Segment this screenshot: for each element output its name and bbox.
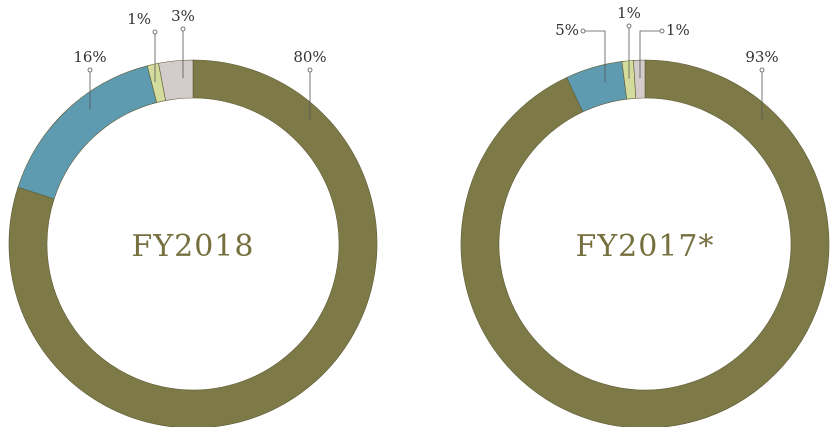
- value-label: 1%: [617, 4, 641, 22]
- leader-dot: [759, 67, 765, 73]
- chart-title: FY2017*: [576, 229, 715, 264]
- leader-line: [639, 30, 662, 79]
- leader-line: [583, 30, 606, 83]
- value-label: 93%: [745, 48, 778, 66]
- leader-dot: [152, 29, 158, 35]
- donut-slice: [460, 59, 830, 427]
- donut-slice: [158, 59, 194, 101]
- value-label: 5%: [555, 21, 579, 39]
- value-label: 16%: [73, 48, 106, 66]
- donut-slice: [8, 59, 378, 427]
- leader-dot: [87, 67, 93, 73]
- donut-slice: [17, 65, 158, 200]
- chart-title: FY2018: [132, 229, 255, 264]
- value-label: 1%: [127, 10, 151, 28]
- leader-dot: [580, 28, 586, 34]
- leader-dot: [659, 28, 665, 34]
- leader-dot: [180, 26, 186, 32]
- value-label: 80%: [293, 48, 326, 66]
- value-label: 3%: [171, 7, 195, 25]
- donut-slice: [633, 59, 646, 99]
- value-label: 1%: [666, 21, 690, 39]
- leader-dot: [626, 23, 632, 29]
- leader-dot: [307, 67, 313, 73]
